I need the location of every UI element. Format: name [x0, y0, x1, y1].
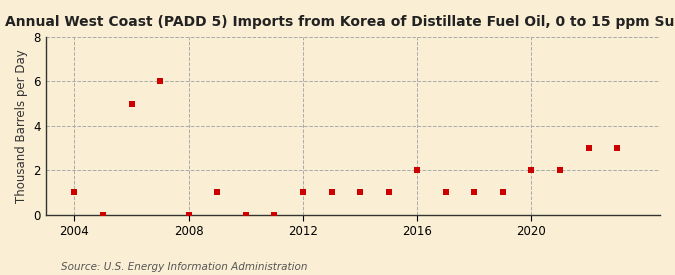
Title: Annual West Coast (PADD 5) Imports from Korea of Distillate Fuel Oil, 0 to 15 pp: Annual West Coast (PADD 5) Imports from … — [5, 15, 675, 29]
Point — [155, 79, 165, 84]
Point — [612, 146, 622, 150]
Point — [354, 190, 365, 195]
Point — [69, 190, 80, 195]
Point — [583, 146, 594, 150]
Point — [383, 190, 394, 195]
Point — [469, 190, 480, 195]
Point — [240, 212, 251, 217]
Point — [497, 190, 508, 195]
Point — [212, 190, 223, 195]
Point — [526, 168, 537, 172]
Text: Source: U.S. Energy Information Administration: Source: U.S. Energy Information Administ… — [61, 262, 307, 272]
Point — [298, 190, 308, 195]
Point — [184, 212, 194, 217]
Point — [326, 190, 337, 195]
Point — [269, 212, 280, 217]
Y-axis label: Thousand Barrels per Day: Thousand Barrels per Day — [15, 49, 28, 203]
Point — [98, 212, 109, 217]
Point — [126, 101, 137, 106]
Point — [412, 168, 423, 172]
Point — [440, 190, 451, 195]
Point — [555, 168, 566, 172]
